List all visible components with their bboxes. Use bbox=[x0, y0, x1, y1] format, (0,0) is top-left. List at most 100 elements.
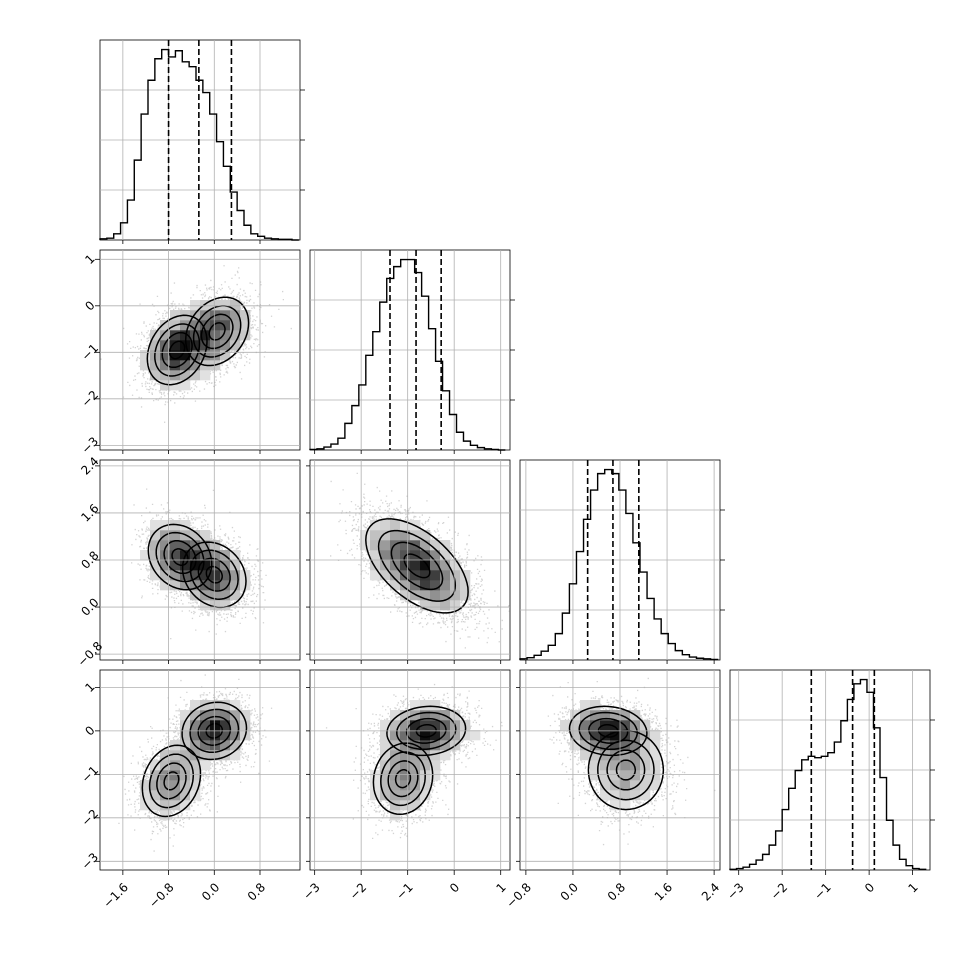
x-tick-label: 1 bbox=[905, 880, 920, 895]
y-tick-label: 1 bbox=[82, 252, 97, 267]
density-cell bbox=[150, 370, 161, 381]
density-cell bbox=[240, 320, 251, 331]
density-cell bbox=[420, 790, 431, 801]
density-cell bbox=[620, 740, 631, 751]
contour-line bbox=[396, 711, 457, 751]
density-cell bbox=[390, 720, 401, 731]
contour-line bbox=[377, 529, 457, 602]
density-cell bbox=[170, 340, 181, 351]
density-cell bbox=[360, 530, 371, 541]
x-tick-label: −3 bbox=[300, 880, 322, 902]
density-cell bbox=[590, 710, 601, 721]
density-cell bbox=[200, 370, 211, 381]
density-cell bbox=[370, 570, 381, 581]
density-cell bbox=[150, 770, 161, 781]
density-cell bbox=[210, 590, 221, 601]
density-cell bbox=[190, 320, 201, 331]
density-cell bbox=[370, 540, 381, 551]
density-cell bbox=[450, 590, 461, 601]
x-tick-label: 0 bbox=[862, 880, 877, 895]
y-tick-label: 0 bbox=[82, 298, 97, 313]
density-cell bbox=[180, 580, 191, 591]
histogram-panel-1 bbox=[309, 249, 515, 454]
density-cell bbox=[450, 570, 461, 581]
density-cell bbox=[390, 770, 401, 781]
contour-line bbox=[181, 541, 247, 609]
density-cell bbox=[170, 350, 181, 361]
density-cell bbox=[170, 570, 181, 581]
density-cell bbox=[390, 780, 401, 791]
y-tick-label: −2 bbox=[79, 388, 101, 410]
density-cell bbox=[230, 730, 241, 741]
density-cell bbox=[220, 350, 231, 361]
density-cell bbox=[430, 550, 441, 561]
density-cell bbox=[380, 780, 391, 791]
density-cell bbox=[170, 360, 181, 371]
density-cell bbox=[180, 370, 191, 381]
x-tick-label: 0.0 bbox=[199, 880, 222, 903]
density-cell bbox=[440, 740, 451, 751]
density-cell bbox=[430, 760, 441, 771]
density-cell bbox=[160, 560, 171, 571]
density-cell bbox=[400, 730, 411, 741]
density-cell bbox=[180, 730, 191, 741]
density-cell bbox=[420, 760, 431, 771]
density-cell bbox=[210, 330, 221, 341]
density-cell bbox=[610, 710, 621, 721]
density-cell bbox=[230, 330, 241, 341]
density-cell bbox=[610, 770, 621, 781]
density-cell bbox=[380, 530, 391, 541]
density-cell bbox=[400, 710, 411, 721]
histogram-step bbox=[309, 258, 506, 451]
density-cell bbox=[210, 570, 221, 581]
contour-line bbox=[171, 548, 189, 566]
density-cell bbox=[650, 750, 661, 761]
density-cell bbox=[140, 350, 151, 361]
density-cell bbox=[160, 580, 171, 591]
density-cell bbox=[190, 780, 201, 791]
density-cell bbox=[160, 360, 171, 371]
density-cell bbox=[420, 570, 431, 581]
density-cell bbox=[390, 520, 401, 531]
density-cell bbox=[240, 710, 251, 721]
density-cell bbox=[230, 560, 241, 571]
density-cell bbox=[440, 570, 451, 581]
density-cell bbox=[420, 530, 431, 541]
density-cell bbox=[440, 580, 451, 591]
density-cell bbox=[230, 740, 241, 751]
density-cell bbox=[620, 800, 631, 811]
density-cell bbox=[630, 750, 641, 761]
density-cell bbox=[200, 730, 211, 741]
density-cell bbox=[380, 570, 391, 581]
density-cell bbox=[220, 730, 231, 741]
density-cell bbox=[610, 720, 621, 731]
density-cell bbox=[180, 800, 191, 811]
density-cell bbox=[400, 530, 411, 541]
contour-line bbox=[163, 539, 197, 575]
density-cell bbox=[210, 600, 221, 611]
density-cell bbox=[220, 600, 231, 611]
density-cell bbox=[230, 310, 241, 321]
contour-line bbox=[372, 742, 434, 816]
density-cell bbox=[240, 720, 251, 731]
plot-area bbox=[100, 460, 300, 660]
density-cell bbox=[230, 720, 241, 731]
density-cell bbox=[210, 720, 221, 731]
density-cell bbox=[170, 530, 181, 541]
density-cell bbox=[170, 550, 181, 561]
contour-line bbox=[205, 565, 223, 584]
density-cell bbox=[390, 530, 401, 541]
histogram-panel-3: −3 −2 −1 0 1 bbox=[724, 669, 935, 903]
density-cell bbox=[210, 350, 221, 361]
density-cell bbox=[400, 780, 411, 791]
density-cell bbox=[180, 520, 191, 531]
density-cell bbox=[180, 570, 191, 581]
density-cell bbox=[200, 530, 211, 541]
density-cell bbox=[450, 730, 461, 741]
density-cell bbox=[570, 730, 581, 741]
contour-line bbox=[189, 549, 239, 600]
density-cell bbox=[230, 580, 241, 591]
density-cell bbox=[430, 580, 441, 591]
density-cell bbox=[430, 560, 441, 571]
density-cell bbox=[410, 720, 421, 731]
